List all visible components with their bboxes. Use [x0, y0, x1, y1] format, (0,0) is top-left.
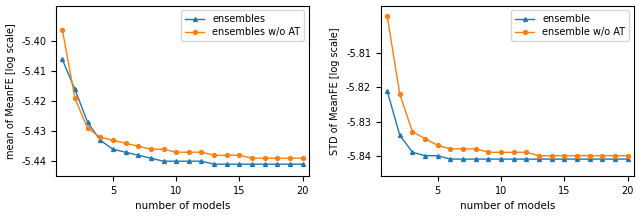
ensemble	[434, 154, 442, 157]
ensemble	[447, 158, 454, 160]
ensemble	[522, 158, 530, 160]
ensemble w/o AT	[522, 151, 530, 154]
ensembles w/o AT	[261, 157, 269, 159]
ensemble w/o AT	[472, 148, 479, 150]
ensemble w/o AT	[548, 154, 556, 157]
ensemble w/o AT	[434, 144, 442, 147]
ensemble	[561, 158, 568, 160]
ensemble w/o AT	[383, 15, 391, 17]
ensemble	[598, 158, 606, 160]
X-axis label: number of models: number of models	[135, 201, 230, 211]
ensembles w/o AT	[134, 145, 142, 148]
ensembles w/o AT	[198, 151, 205, 153]
ensembles	[122, 151, 129, 153]
ensembles w/o AT	[248, 157, 256, 159]
ensemble w/o AT	[447, 148, 454, 150]
ensembles w/o AT	[223, 154, 230, 156]
ensemble	[408, 151, 416, 154]
ensembles w/o AT	[172, 151, 180, 153]
ensemble w/o AT	[598, 154, 606, 157]
ensemble w/o AT	[408, 130, 416, 133]
ensemble	[421, 154, 429, 157]
ensembles w/o AT	[159, 148, 167, 151]
ensemble	[484, 158, 492, 160]
ensemble w/o AT	[497, 151, 505, 154]
ensembles	[109, 148, 116, 151]
ensembles	[159, 160, 167, 163]
ensembles w/o AT	[286, 157, 294, 159]
Y-axis label: STD of MeanFE [log scale]: STD of MeanFE [log scale]	[330, 27, 340, 155]
ensemble w/o AT	[573, 154, 580, 157]
ensembles	[147, 157, 155, 159]
ensemble	[535, 158, 543, 160]
ensemble w/o AT	[396, 93, 404, 95]
Line: ensembles: ensembles	[60, 58, 305, 166]
ensemble	[573, 158, 580, 160]
ensemble	[548, 158, 556, 160]
ensemble	[624, 158, 632, 160]
ensembles	[211, 163, 218, 166]
ensemble	[586, 158, 593, 160]
ensemble	[611, 158, 619, 160]
ensembles	[261, 163, 269, 166]
ensemble w/o AT	[561, 154, 568, 157]
ensembles	[97, 139, 104, 141]
ensembles w/o AT	[97, 136, 104, 139]
ensemble w/o AT	[624, 154, 632, 157]
ensemble w/o AT	[460, 148, 467, 150]
ensembles w/o AT	[109, 139, 116, 141]
ensemble w/o AT	[586, 154, 593, 157]
ensembles	[236, 163, 243, 166]
ensembles	[286, 163, 294, 166]
ensemble	[396, 134, 404, 136]
ensembles	[185, 160, 193, 163]
Legend: ensembles, ensembles w/o AT: ensembles, ensembles w/o AT	[181, 10, 304, 41]
ensemble	[510, 158, 518, 160]
ensemble	[383, 90, 391, 92]
ensembles w/o AT	[185, 151, 193, 153]
X-axis label: number of models: number of models	[460, 201, 555, 211]
Y-axis label: mean of MeanFE [log scale]: mean of MeanFE [log scale]	[6, 23, 15, 159]
ensembles w/o AT	[147, 148, 155, 151]
ensembles	[58, 58, 66, 61]
ensembles	[273, 163, 281, 166]
ensembles w/o AT	[273, 157, 281, 159]
ensembles w/o AT	[211, 154, 218, 156]
ensembles	[134, 154, 142, 156]
ensembles w/o AT	[71, 97, 79, 100]
ensemble w/o AT	[535, 154, 543, 157]
ensemble w/o AT	[484, 151, 492, 154]
ensembles w/o AT	[299, 157, 307, 159]
ensembles	[198, 160, 205, 163]
Line: ensemble w/o AT: ensemble w/o AT	[385, 14, 630, 158]
ensemble	[497, 158, 505, 160]
ensemble	[460, 158, 467, 160]
ensembles	[299, 163, 307, 166]
ensembles	[84, 121, 92, 124]
ensembles	[248, 163, 256, 166]
ensemble w/o AT	[421, 137, 429, 140]
ensembles w/o AT	[58, 28, 66, 31]
ensembles w/o AT	[84, 127, 92, 130]
ensembles	[223, 163, 230, 166]
ensembles	[172, 160, 180, 163]
Line: ensembles w/o AT: ensembles w/o AT	[60, 28, 305, 160]
ensemble w/o AT	[611, 154, 619, 157]
ensembles w/o AT	[122, 142, 129, 145]
ensemble	[472, 158, 479, 160]
Legend: ensemble, ensemble w/o AT: ensemble, ensemble w/o AT	[511, 10, 629, 41]
ensemble w/o AT	[510, 151, 518, 154]
Line: ensemble: ensemble	[385, 89, 630, 161]
ensembles	[71, 88, 79, 91]
ensembles w/o AT	[236, 154, 243, 156]
